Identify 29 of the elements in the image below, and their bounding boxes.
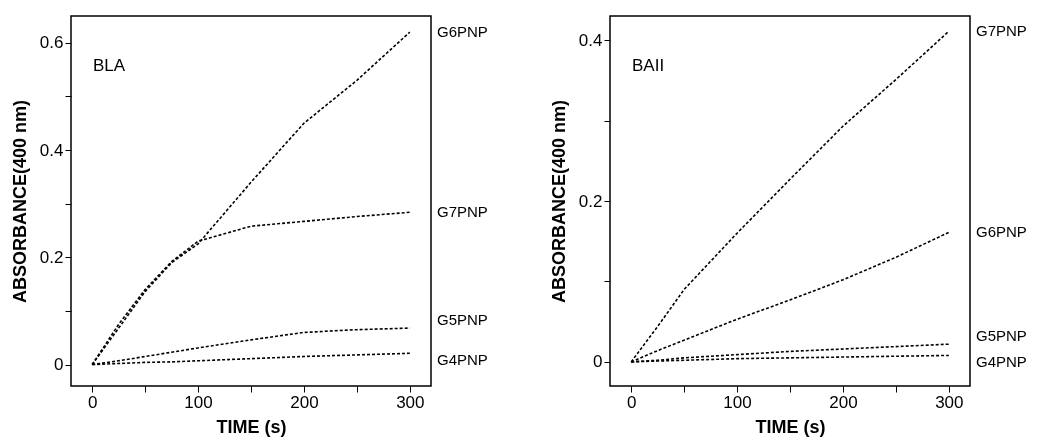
series-label: G6PNP — [437, 23, 488, 41]
series-label: G5PNP — [976, 327, 1027, 345]
y-tick-label: 0.6 — [39, 33, 64, 53]
series-label: G7PNP — [437, 203, 488, 221]
series-label: G6PNP — [976, 223, 1027, 241]
text: BLA — [93, 56, 126, 75]
text: BAII — [632, 56, 665, 75]
series-label: G7PNP — [976, 22, 1027, 40]
x-tick-label: 100 — [184, 392, 213, 412]
series-label: G4PNP — [437, 351, 488, 369]
y-tick-label: 0.4 — [578, 30, 603, 50]
x-tick-label: 100 — [723, 392, 752, 412]
x-axis-title: TIME (s) — [216, 416, 287, 437]
y-tick-label: 0.2 — [578, 191, 603, 211]
y-axis-title: ABSORBANCE(400 nm) — [9, 99, 30, 304]
y-tick-label: 0.4 — [39, 140, 64, 160]
x-tick-label: 200 — [829, 392, 858, 412]
series-label: G4PNP — [976, 353, 1027, 371]
series-label: G5PNP — [437, 311, 488, 329]
y-axis-title: ABSORBANCE(400 nm) — [548, 99, 569, 304]
y-tick-label: 0 — [593, 352, 603, 372]
x-tick-label: 0 — [626, 392, 637, 412]
x-axis-title: TIME (s) — [755, 416, 826, 437]
y-tick-label: 0.2 — [39, 247, 64, 267]
y-tick-label: 0 — [54, 355, 64, 375]
x-tick-label: 200 — [290, 392, 319, 412]
x-tick-label: 0 — [87, 392, 98, 412]
x-tick-label: 300 — [935, 392, 964, 412]
x-tick-label: 300 — [396, 392, 425, 412]
